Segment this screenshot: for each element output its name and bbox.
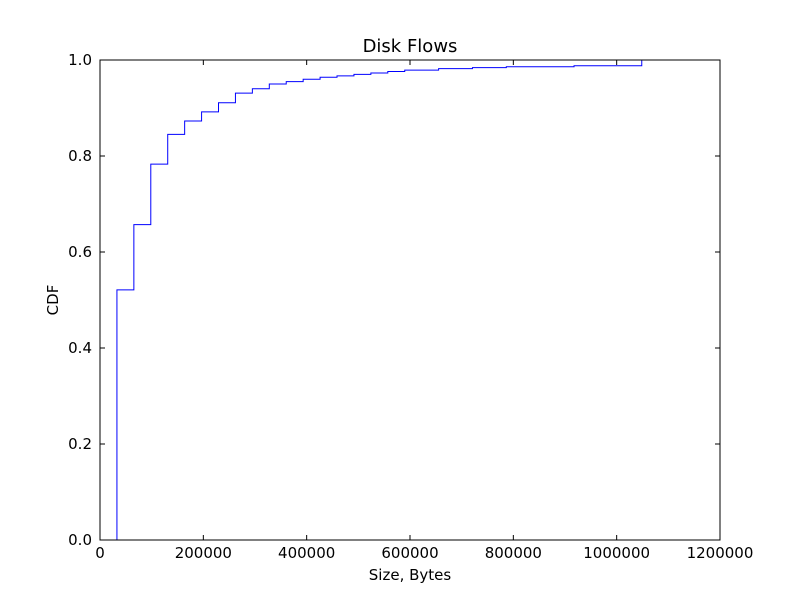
x-axis: 0 200000 400000 600000 800000 1000000 1200000	[95, 60, 753, 562]
x-tick-label: 200000	[175, 544, 232, 562]
y-tick-label: 0.2	[68, 435, 92, 453]
y-tick-label: 0.4	[68, 339, 92, 357]
x-tick-label: 0	[95, 544, 105, 562]
x-tick-label: 1200000	[687, 544, 754, 562]
x-tick-label: 800000	[485, 544, 542, 562]
x-tick-label: 400000	[278, 544, 335, 562]
y-tick-label: 1.0	[68, 51, 92, 69]
y-axis-label: CDF	[44, 285, 62, 316]
plot-frame	[99, 59, 721, 541]
cdf-series-line	[116, 60, 643, 540]
y-tick-label: 0.8	[68, 147, 92, 165]
y-tick-label: 0.0	[68, 531, 92, 549]
x-tick-label: 600000	[381, 544, 438, 562]
x-tick-label: 1000000	[583, 544, 650, 562]
y-axis: 0.0 0.2 0.4 0.6 0.8 1.0	[68, 51, 720, 549]
x-axis-label: Size, Bytes	[369, 566, 452, 584]
y-tick-label: 0.6	[68, 243, 92, 261]
plot-area	[99, 59, 721, 541]
chart-title: Disk Flows	[363, 36, 458, 57]
